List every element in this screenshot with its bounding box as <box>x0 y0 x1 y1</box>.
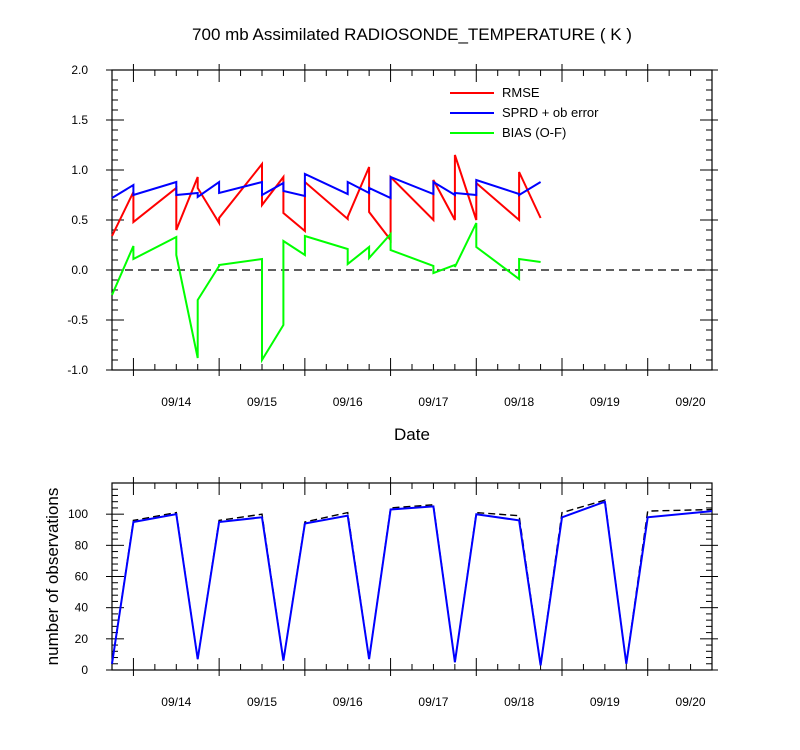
bottom-y-tick-label: 20 <box>75 632 89 646</box>
bottom-x-tick-label: 09/18 <box>504 695 534 709</box>
bottom-x-tick-label: 09/14 <box>161 695 191 709</box>
top-x-tick-label: 09/14 <box>161 395 191 409</box>
y-axis-title: number of observations <box>43 488 62 666</box>
series-line-sprd-ob-error <box>111 172 542 200</box>
bottom-y-tick-label: 100 <box>68 507 88 521</box>
series-line-observations-possible <box>111 499 713 666</box>
top-y-tick-label: 1.5 <box>71 113 88 127</box>
series-line-bias-o-f <box>111 222 541 364</box>
top-x-tick-label: 09/20 <box>676 395 706 409</box>
series-line-observations-used <box>111 500 713 666</box>
top-x-tick-label: 09/19 <box>590 395 620 409</box>
legend-label: RMSE <box>502 85 540 100</box>
legend-label: BIAS (O-F) <box>502 125 566 140</box>
x-axis-title: Date <box>394 425 430 444</box>
top-x-tick-label: 09/16 <box>333 395 363 409</box>
top-chart-panel: 700 mb Assimilated RADIOSONDE_TEMPERATUR… <box>67 25 718 444</box>
bottom-x-tick-label: 09/19 <box>590 695 620 709</box>
top-x-tick-label: 09/17 <box>418 395 448 409</box>
bottom-y-tick-label: 0 <box>81 663 88 677</box>
bottom-y-tick-label: 40 <box>75 601 89 615</box>
top-y-tick-label: -1.0 <box>67 363 88 377</box>
top-y-tick-label: 1.0 <box>71 163 88 177</box>
top-plot-frame <box>111 69 713 371</box>
bottom-x-tick-label: 09/20 <box>676 695 706 709</box>
top-y-tick-label: 2.0 <box>71 63 88 77</box>
bottom-y-tick-label: 80 <box>75 538 89 552</box>
top-x-tick-label: 09/18 <box>504 395 534 409</box>
bottom-chart-panel: 09/14 09/15 09/16 09/17 09/18 09/19 09/20 0 20 40… <box>43 477 718 709</box>
top-y-tick-label: -0.5 <box>67 313 88 327</box>
top-y-tick-label: 0.0 <box>71 263 88 277</box>
bottom-y-tick-label: 60 <box>75 570 89 584</box>
bottom-x-tick-label: 09/17 <box>418 695 448 709</box>
bottom-plot-frame <box>111 482 713 671</box>
top-y-tick-label: 0.5 <box>71 213 88 227</box>
series-line-rmse <box>111 154 542 243</box>
bottom-x-tick-label: 09/15 <box>247 695 277 709</box>
legend-label: SPRD + ob error <box>502 105 599 120</box>
top-x-tick-label: 09/15 <box>247 395 277 409</box>
chart-title: 700 mb Assimilated RADIOSONDE_TEMPERATUR… <box>192 25 632 44</box>
bottom-x-tick-label: 09/16 <box>333 695 363 709</box>
